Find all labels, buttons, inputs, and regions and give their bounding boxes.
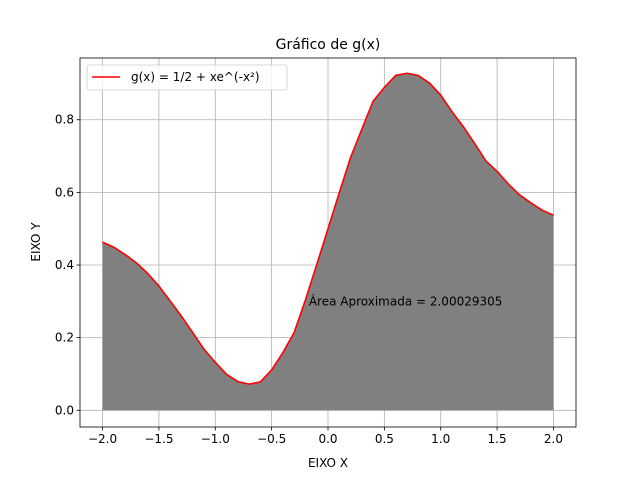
legend: g(x) = 1/2 + xe^(-x²) xyxy=(86,64,288,91)
x-tick-label: 1.5 xyxy=(488,432,507,446)
legend-box xyxy=(86,64,288,91)
x-tick-label: 1.0 xyxy=(431,432,450,446)
y-tick-label: 0.0 xyxy=(55,403,74,417)
y-tick-label: 0.2 xyxy=(55,331,74,345)
x-tick-label: −1.0 xyxy=(201,432,230,446)
y-axis-label: EIXO Y xyxy=(29,222,43,262)
x-axis: −2.0 −1.5 −1.0 −0.5 0.0 0.5 1.0 1.5 2.0 xyxy=(88,427,563,446)
legend-label: g(x) = 1/2 + xe^(-x²) xyxy=(131,70,260,84)
x-tick-label: 0.5 xyxy=(375,432,394,446)
x-tick-label: 0.0 xyxy=(318,432,337,446)
series-line-layer xyxy=(102,72,554,385)
x-tick-label: −0.5 xyxy=(257,432,286,446)
x-tick-label: −2.0 xyxy=(88,432,117,446)
x-tick-label: −1.5 xyxy=(144,432,173,446)
chart-title: Gráfico de g(x) xyxy=(276,37,381,53)
area-annotation: Área Aproximada = 2.00029305 xyxy=(309,293,503,308)
area-fill-shape xyxy=(102,73,554,411)
x-tick-label: 2.0 xyxy=(544,432,563,446)
y-tick-label: 0.8 xyxy=(55,113,74,127)
area-fill xyxy=(102,73,554,411)
y-tick-label: 0.6 xyxy=(55,185,74,199)
x-axis-label: EIXO X xyxy=(308,456,348,470)
y-tick-label: 0.4 xyxy=(55,258,74,272)
series-line xyxy=(102,72,554,385)
y-axis: 0.0 0.2 0.4 0.6 0.8 xyxy=(55,113,80,417)
